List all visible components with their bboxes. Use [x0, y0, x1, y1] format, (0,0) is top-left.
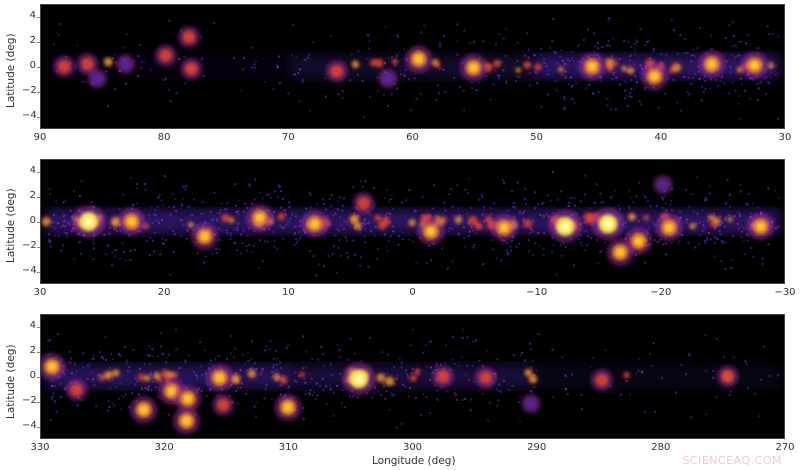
- y-tick-mark: [37, 91, 40, 93]
- y-tick-label: −2: [22, 84, 37, 96]
- x-tick-label: 80: [157, 132, 171, 143]
- y-tick-mark: [37, 116, 40, 118]
- watermark: SCIENCEAQ.COM: [682, 454, 782, 467]
- x-tick-label: 50: [530, 132, 544, 143]
- x-tick-label: 20: [157, 287, 171, 298]
- sky-map-panel-3: [40, 314, 785, 439]
- y-tick-label: −4: [22, 419, 37, 431]
- x-tick-label: 10: [281, 287, 295, 298]
- y-tick-mark: [37, 41, 40, 43]
- y-tick-mark: [37, 66, 40, 68]
- y-tick-label: 2: [29, 34, 36, 46]
- y-tick-label: 4: [29, 164, 36, 176]
- x-tick-label: 30: [33, 287, 47, 298]
- y-tick-mark: [37, 221, 40, 223]
- x-tick-label: 90: [33, 132, 47, 143]
- y-tick-mark: [37, 376, 40, 378]
- y-tick-label: 2: [29, 344, 36, 356]
- y-tick-mark: [37, 401, 40, 403]
- y-tick-mark: [37, 426, 40, 428]
- y-tick-mark: [37, 16, 40, 18]
- x-tick-label: 330: [30, 442, 50, 453]
- y-tick-label: −4: [22, 109, 37, 121]
- sky-map-image: [41, 171, 781, 277]
- x-tick-label: 60: [406, 132, 419, 143]
- x-tick-label: 270: [775, 442, 795, 453]
- x-tick-label: 0: [409, 287, 416, 298]
- y-tick-mark: [37, 351, 40, 353]
- y-tick-label: 4: [29, 9, 36, 21]
- y-tick-label: 0: [29, 369, 36, 381]
- y-axis-label-panel-3: Latitude (deg): [5, 344, 17, 419]
- sky-map-panel-1: [40, 4, 785, 129]
- y-axis-label-panel-1: Latitude (deg): [5, 33, 17, 108]
- sky-map-panel-2: [40, 159, 785, 284]
- sky-map-image: [41, 328, 780, 435]
- x-tick-label: 70: [281, 132, 295, 143]
- x-tick-label: 320: [154, 442, 174, 453]
- y-tick-label: 2: [29, 189, 36, 201]
- y-tick-label: 4: [29, 319, 36, 331]
- y-tick-mark: [37, 246, 40, 248]
- x-tick-label: −20: [650, 287, 672, 298]
- y-tick-label: −2: [22, 394, 37, 406]
- x-tick-label: 300: [402, 442, 423, 453]
- x-axis-label: Longitude (deg): [372, 455, 456, 467]
- x-tick-label: −30: [774, 287, 796, 298]
- y-tick-mark: [37, 326, 40, 328]
- x-tick-label: 310: [278, 442, 298, 453]
- y-tick-label: −4: [22, 264, 37, 276]
- y-tick-label: 0: [29, 214, 36, 226]
- y-tick-label: 0: [29, 59, 36, 71]
- x-tick-label: 290: [527, 442, 547, 453]
- y-tick-mark: [37, 171, 40, 173]
- y-tick-label: −2: [22, 239, 37, 251]
- y-tick-mark: [37, 196, 40, 198]
- y-tick-mark: [37, 271, 40, 273]
- x-tick-label: 30: [778, 132, 792, 143]
- x-tick-label: 280: [651, 442, 671, 453]
- y-axis-label-panel-2: Latitude (deg): [5, 188, 17, 263]
- x-tick-label: −10: [526, 287, 548, 298]
- sky-map-image: [45, 17, 780, 121]
- x-tick-label: 40: [654, 132, 668, 143]
